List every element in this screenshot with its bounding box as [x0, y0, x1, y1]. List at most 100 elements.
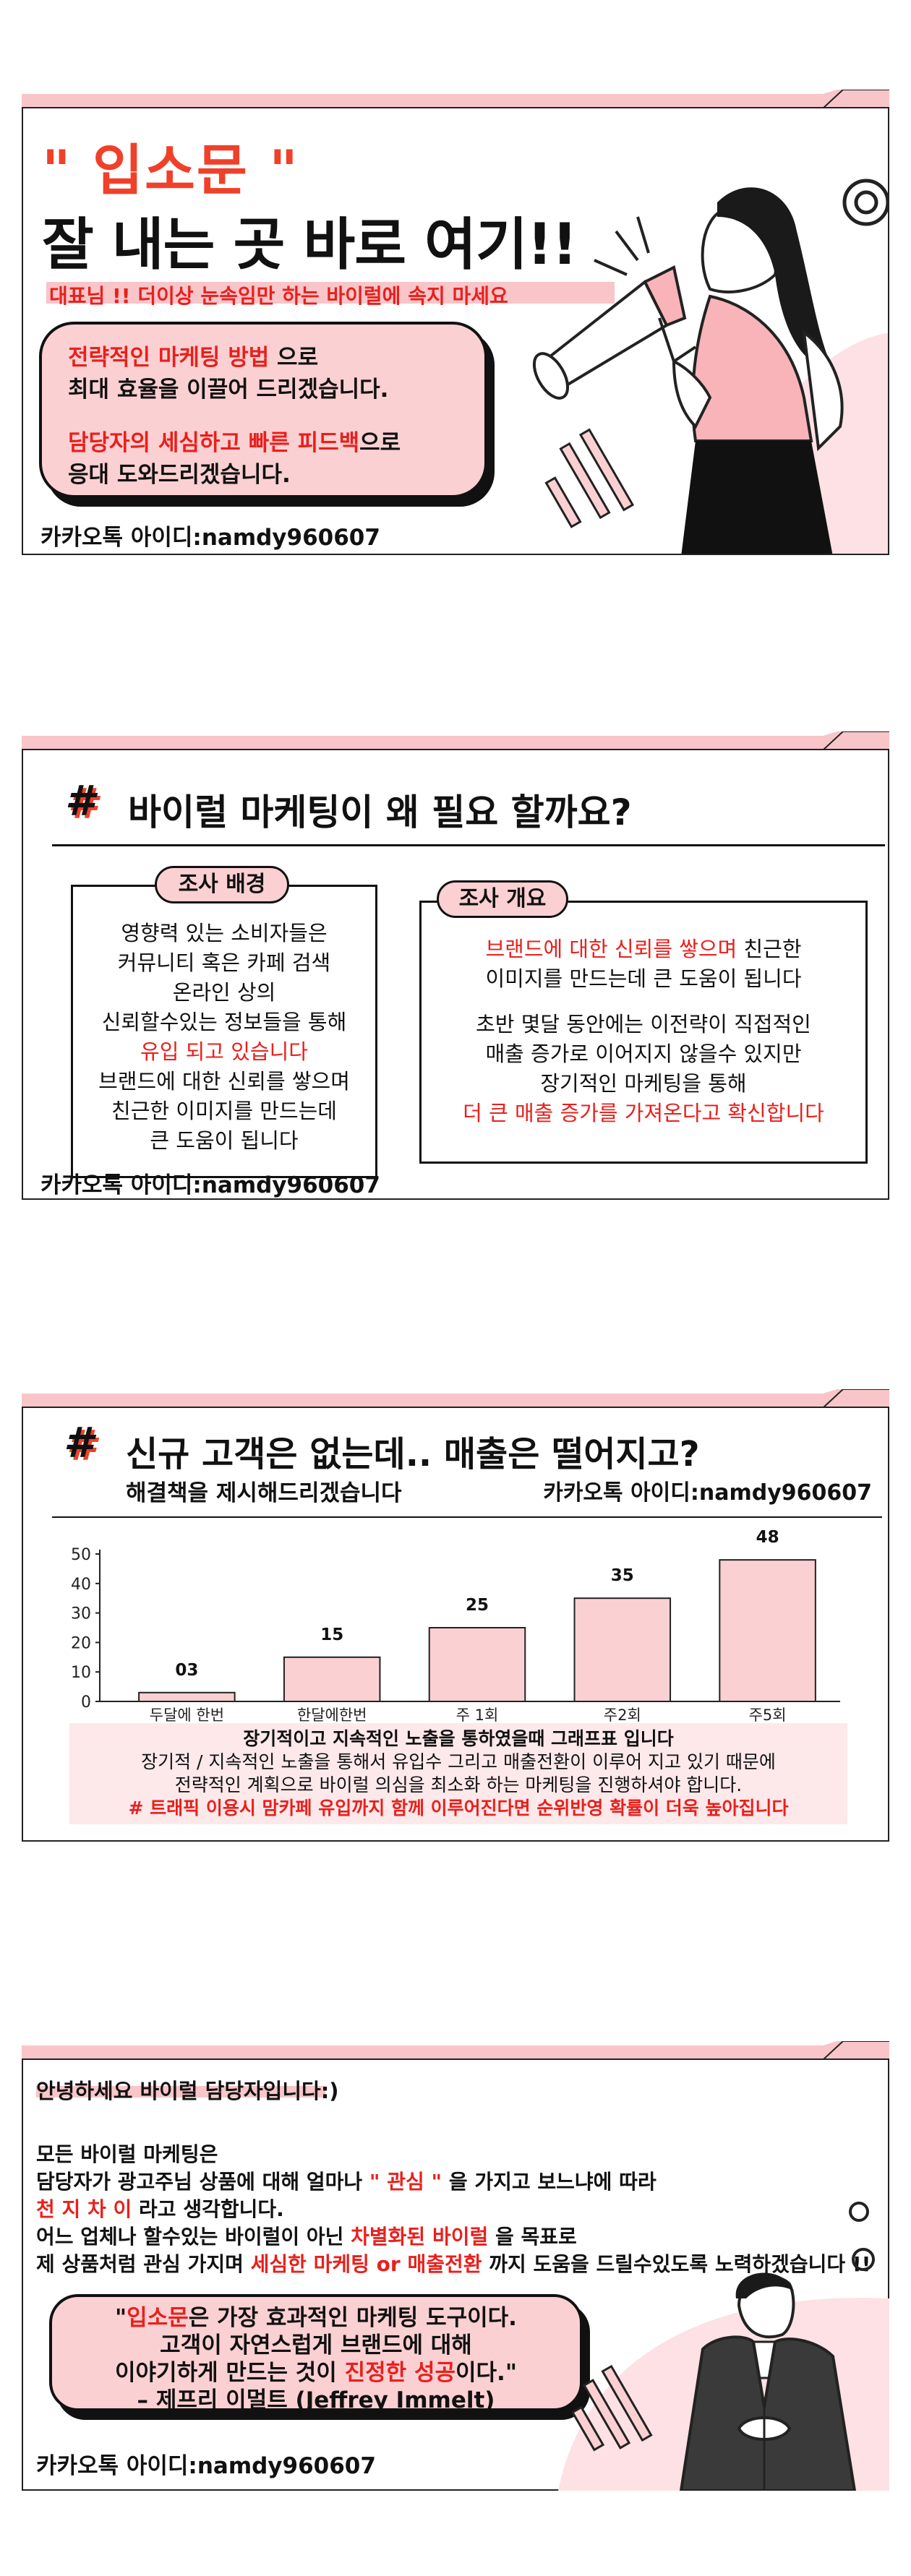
divider — [52, 1516, 882, 1518]
greeting: 안녕하세요 바이럴 담당자입니다:) — [36, 2079, 339, 2103]
body-line-5-red: 세심한 마케팅 or 매출전환 — [250, 2252, 482, 2276]
why-viral-panel: # # 바이럴 마케팅이 왜 필요 할까요? 영향력 있는 소비자들은 커뮤니티… — [22, 749, 889, 1200]
x-tick-label: 두달에 한번 — [150, 1706, 224, 1724]
bg-line-6: 친근한 이미지를 만드는데 — [111, 1099, 337, 1123]
body-line-2-red: " 관심 " — [369, 2170, 442, 2194]
bowing-man-illustration — [558, 2202, 889, 2491]
kakao-id: 카카오톡 아이디:namdy960607 — [36, 2453, 376, 2479]
ov-text-1: 친근한 — [737, 937, 802, 961]
x-tick-label: 주 1회 — [456, 1706, 499, 1724]
quote-title: " 입소문 " — [42, 138, 299, 202]
hash-icon-shadow: # — [68, 779, 98, 828]
note-line-2: 장기적 / 지속적인 노출을 통해서 유입수 그리고 매출전환이 이루어 지고 … — [141, 1751, 776, 1772]
y-tick-label: 10 — [71, 1664, 91, 1682]
greeting-panel: 안녕하세요 바이럴 담당자입니다:) 모든 바이럴 마케팅은 담당자가 광고주님… — [22, 2058, 889, 2491]
panel-tab — [22, 2041, 889, 2060]
body-line-3b: 라고 생각합니다. — [132, 2197, 284, 2221]
bar-value-label: 03 — [175, 1661, 198, 1680]
hash-icon-shadow: # — [67, 1421, 96, 1470]
hero-panel: " 입소문 " 잘 내는 곳 바로 여기!! 대표님 !! 더이상 눈속임만 하… — [22, 107, 889, 555]
body-line-2b: 을 가지고 보느냐에 따라 — [442, 2170, 656, 2194]
body-line-4b: 을 목표로 — [488, 2225, 577, 2249]
note-line-3: 전략적인 계획으로 바이럴 의심을 최소화 하는 마케팅을 진행하셔야 합니다. — [174, 1774, 743, 1795]
panel-tab — [22, 731, 889, 750]
x-tick-label: 주5회 — [749, 1706, 787, 1724]
bubble-red-1: 전략적인 마케팅 방법 — [68, 345, 270, 371]
section-title: 바이럴 마케팅이 왜 필요 할까요? — [128, 791, 632, 833]
body-line-5b: 까지 도움을 드릴수있도록 노력하겠습니다 !! — [482, 2252, 871, 2276]
kakao-id: 카카오톡 아이디:namdy960607 — [543, 1480, 872, 1506]
greeting-body: 모든 바이럴 마케팅은 담당자가 광고주님 상품에 대해 얼마나 " 관심 " … — [36, 2141, 871, 2278]
kakao-id: 카카오톡 아이디:namdy960607 — [40, 525, 380, 551]
highlight-bar — [46, 282, 615, 304]
quote-3-red: 진정한 성공 — [344, 2360, 456, 2386]
bubble-text-3: 으로 — [359, 430, 401, 456]
bar-value-label: 15 — [320, 1626, 343, 1644]
bg-line-7: 큰 도움이 됩니다 — [150, 1128, 299, 1153]
bar — [138, 1691, 236, 1702]
hash-icon: # — [64, 1418, 93, 1467]
quote-3a: 이야기하게 만드는 것이 — [115, 2360, 345, 2386]
bar-chart: 0 10 20 30 40 50 03 두달에 한번 15 한달에한번 25 주 1회 35 주2회 48… — [71, 1528, 840, 1724]
x-tick-label: 주2회 — [604, 1706, 641, 1724]
ov-text-5: 장기적인 마케팅을 통해 — [540, 1071, 747, 1096]
bg-line-1: 영향력 있는 소비자들은 — [121, 921, 328, 945]
bar — [573, 1597, 672, 1702]
hash-icon: # — [65, 776, 95, 825]
y-tick-label: 30 — [71, 1605, 91, 1623]
section-title: 신규 고객은 없는데.. 매출은 떨어지고? — [126, 1434, 700, 1474]
divider — [52, 844, 885, 846]
panel-tab — [22, 1389, 889, 1408]
bar-value-label: 25 — [466, 1596, 489, 1615]
bg-line-5: 브랜드에 대한 신뢰를 쌓으며 — [98, 1069, 350, 1094]
quote-3b: 이다." — [456, 2360, 517, 2386]
body-line-4a: 어느 업체나 할수있는 바이럴이 아닌 — [36, 2225, 351, 2249]
background-pill: 조사 배경 — [155, 866, 289, 903]
bg-line-4: 신뢰할수있는 정보들을 통해 — [101, 1010, 347, 1034]
bar — [283, 1656, 381, 1703]
bubble-text-2: 최대 효율을 이끌어 드리겠습니다. — [68, 377, 389, 403]
bg-line-red: 유입 되고 있습니다 — [140, 1039, 308, 1064]
speech-bubble: 전략적인 마케팅 방법 으로 최대 효율을 이끌어 드리겠습니다. 담당자의 세… — [39, 322, 487, 498]
sales-chart-panel: # # 신규 고객은 없는데.. 매출은 떨어지고? 해결책을 제시해드리겠습니… — [22, 1407, 889, 1842]
quote-1a: " — [115, 2305, 127, 2331]
section-subtitle: 해결책을 제시해드리겠습니다 — [126, 1480, 402, 1506]
highlight-bar — [36, 2086, 325, 2098]
body-line-4-red: 차별화된 바이럴 — [351, 2225, 489, 2249]
bg-line-3: 온라인 상의 — [172, 980, 276, 1005]
ov-text-2: 이미지를 만드는데 큰 도움이 됩니다 — [485, 966, 802, 991]
body-line-1: 모든 바이럴 마케팅은 — [36, 2142, 218, 2166]
kakao-id: 카카오톡 아이디:namdy960607 — [40, 1172, 380, 1198]
body-line-5a: 제 상품처럼 관심 가지며 — [36, 2252, 251, 2276]
ov-text-4: 매출 증가로 이어지지 않을수 있지만 — [485, 1042, 802, 1066]
body-line-2a: 담당자가 광고주님 상품에 대해 얼마나 — [36, 2170, 369, 2194]
quote-1b: 은 가장 효과적인 마케팅 도구이다. — [188, 2305, 517, 2331]
chart-note: 장기적이고 지속적인 노출을 통하였을때 그래프표 입니다 장기적 / 지속적인… — [69, 1723, 847, 1824]
quote-author: – 제프리 이멀트 (Jeffrey Immelt) — [137, 2387, 495, 2413]
bubble-red-3: 담당자의 세심하고 빠른 피드백 — [68, 430, 360, 456]
quote-2: 고객이 자연스럽게 브랜드에 대해 — [160, 2332, 472, 2358]
background-box: 영향력 있는 소비자들은 커뮤니티 혹은 카페 검색 온라인 상의 신뢰할수있는… — [71, 885, 377, 1178]
bg-line-2: 커뮤니티 혹은 카페 검색 — [117, 950, 331, 975]
subline: 대표님 !! 더이상 눈속임만 하는 바이럴에 속지 마세요 — [49, 284, 508, 308]
bar-value-label: 35 — [611, 1566, 634, 1585]
bubble-text-1: 으로 — [269, 345, 319, 371]
y-tick-label: 50 — [71, 1546, 91, 1564]
ov-red-1: 브랜드에 대한 신뢰를 쌓으며 — [485, 937, 737, 961]
body-line-3-red: 천 지 차 이 — [36, 2197, 132, 2221]
ov-text-3: 초반 몇달 동안에는 이전략이 직접적인 — [476, 1012, 811, 1036]
bar — [719, 1559, 816, 1702]
y-tick-label: 40 — [71, 1576, 91, 1594]
overview-box: 브랜드에 대한 신뢰를 쌓으며 친근한 이미지를 만드는데 큰 도움이 됩니다 … — [419, 901, 868, 1164]
note-line-1: 장기적이고 지속적인 노출을 통하였을때 그래프표 입니다 — [243, 1728, 674, 1749]
note-line-4: # 트래픽 이용시 맘카페 유입까지 함께 이루어진다면 순위반영 확률이 더욱… — [128, 1798, 789, 1819]
quote-bubble: "입소문은 가장 효과적인 마케팅 도구이다. 고객이 자연스럽게 브랜드에 대… — [49, 2294, 583, 2413]
megaphone-woman-illustration — [532, 179, 888, 554]
headline: 잘 내는 곳 바로 여기!! — [42, 212, 578, 278]
ov-red-6: 더 큰 매출 증가를 가져온다고 확신합니다 — [463, 1101, 824, 1125]
bar — [428, 1627, 526, 1702]
x-tick-label: 한달에한번 — [297, 1706, 367, 1724]
y-tick-label: 20 — [71, 1634, 91, 1652]
overview-pill: 조사 개요 — [437, 880, 568, 918]
bar-value-label: 48 — [756, 1528, 779, 1547]
